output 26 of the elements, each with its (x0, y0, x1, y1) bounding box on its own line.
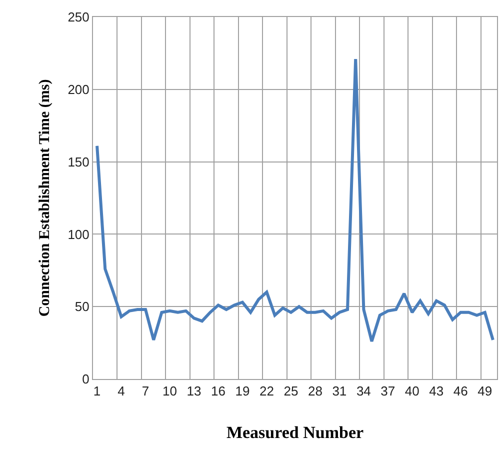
x-tick-label: 16 (211, 384, 226, 399)
x-axis-title: Measured Number (226, 423, 364, 442)
x-tick-label: 19 (235, 384, 250, 399)
x-tick-label: 10 (162, 384, 177, 399)
x-tick-label: 1 (93, 384, 101, 399)
x-tick-label: 7 (142, 384, 150, 399)
y-tick-label: 0 (82, 372, 90, 387)
x-tick-label: 4 (118, 384, 125, 399)
y-tick-label: 200 (68, 82, 90, 97)
y-tick-label: 100 (68, 226, 90, 242)
x-tick-label: 31 (332, 384, 347, 399)
x-tick-label: 28 (308, 384, 322, 399)
x-tick-label: 46 (453, 384, 468, 399)
x-tick-label: 25 (284, 384, 298, 399)
y-tick-label: 150 (68, 154, 90, 170)
x-tick-label: 40 (404, 384, 420, 399)
x-tick-label: 37 (380, 384, 396, 399)
y-axis-title: Connection Establishment Time (ms) (36, 79, 53, 317)
x-tick-label: 43 (429, 384, 444, 399)
y-tick-label: 50 (74, 299, 90, 314)
y-tick-label: 250 (68, 10, 90, 25)
x-tick-label: 34 (356, 384, 371, 399)
x-tick-label: 13 (186, 384, 202, 399)
line-series (96, 57, 494, 343)
x-tick-label: 22 (259, 384, 274, 399)
x-tick-label: 49 (478, 384, 492, 399)
